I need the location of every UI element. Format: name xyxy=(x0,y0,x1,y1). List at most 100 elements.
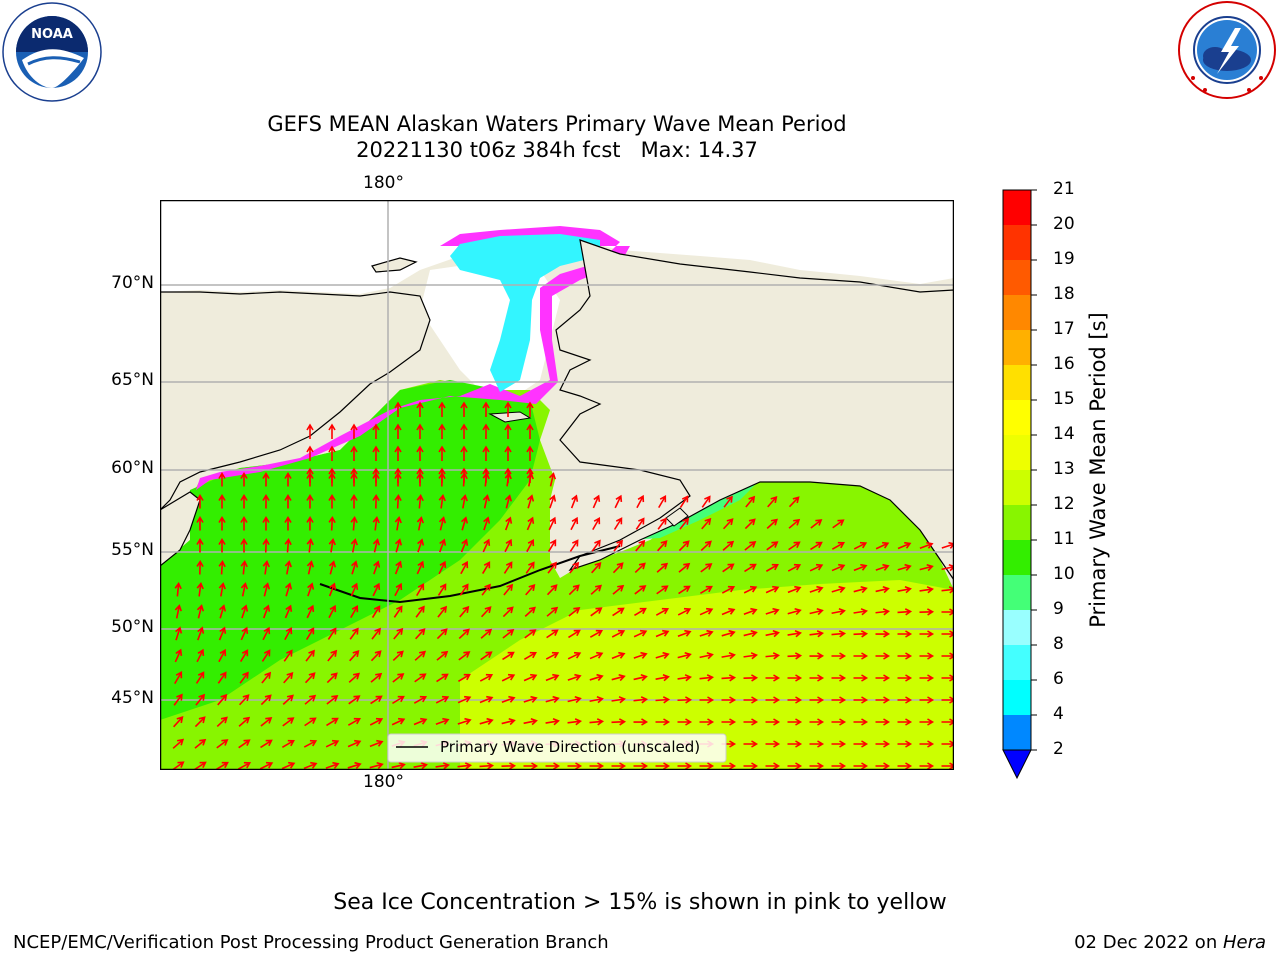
wave-direction-arrow xyxy=(238,716,251,727)
wave-direction-arrow xyxy=(218,471,226,487)
colorbar-tick-label: 20 xyxy=(1053,214,1075,234)
wave-direction-arrow xyxy=(523,695,538,703)
wave-direction-arrow xyxy=(526,467,534,483)
wave-direction-arrow xyxy=(853,718,869,726)
wave-direction-arrow xyxy=(196,604,205,619)
wave-direction-arrow xyxy=(347,739,362,748)
wave-direction-arrow xyxy=(634,607,647,617)
wave-direction-arrow xyxy=(809,630,824,638)
wave-direction-arrow xyxy=(195,693,206,706)
wave-direction-arrow xyxy=(502,651,515,661)
wave-direction-arrow xyxy=(175,626,183,641)
wave-direction-arrow xyxy=(524,629,537,639)
wave-direction-arrow xyxy=(527,494,535,509)
lat-label-50: 50°N xyxy=(111,617,154,637)
wave-direction-arrow xyxy=(612,562,624,574)
wave-direction-arrow xyxy=(526,516,535,531)
wave-direction-arrow xyxy=(722,540,735,551)
wave-direction-arrow xyxy=(282,717,295,727)
wave-direction-arrow xyxy=(658,495,667,509)
wave-direction-arrow xyxy=(721,585,736,594)
wave-direction-arrow xyxy=(919,740,935,748)
wave-direction-arrow xyxy=(482,401,490,417)
wave-direction-arrow xyxy=(174,581,182,597)
colorbar-extend-triangle xyxy=(1002,749,1032,780)
wave-direction-arrow xyxy=(437,583,447,596)
wave-direction-arrow xyxy=(590,584,603,595)
wave-direction-arrow xyxy=(372,582,381,597)
wave-direction-arrow xyxy=(416,493,424,509)
wave-direction-arrow xyxy=(766,541,779,551)
wave-direction-arrow xyxy=(875,762,891,770)
wave-direction-arrow xyxy=(655,696,671,704)
wave-direction-arrow xyxy=(460,401,468,417)
long-period-zone xyxy=(460,580,954,770)
wave-direction-arrow xyxy=(875,585,890,594)
wave-direction-arrow xyxy=(460,467,468,483)
colorbar-tick-label: 11 xyxy=(1053,529,1075,549)
wave-direction-arrow xyxy=(460,516,469,531)
wave-direction-arrow xyxy=(677,718,693,726)
wave-direction-arrow xyxy=(678,585,691,595)
wave-direction-arrow xyxy=(589,718,605,726)
wave-direction-arrow xyxy=(438,445,446,461)
wave-direction-arrow xyxy=(569,539,579,552)
wave-direction-arrow xyxy=(262,515,270,531)
wave-direction-arrow xyxy=(328,538,336,553)
wave-direction-arrow xyxy=(897,541,912,550)
wave-direction-arrow xyxy=(372,493,380,509)
wave-direction-arrow xyxy=(611,696,626,704)
wave-direction-arrow xyxy=(284,493,292,509)
wave-direction-arrow xyxy=(743,652,758,660)
wave-direction-arrow xyxy=(325,761,340,769)
wave-direction-arrow xyxy=(611,651,626,660)
wave-direction-arrow xyxy=(438,423,446,439)
wave-direction-arrow xyxy=(328,604,337,619)
wave-direction-arrow xyxy=(743,585,758,594)
colorbar-tick-label: 12 xyxy=(1053,494,1075,514)
wave-direction-arrow xyxy=(525,583,536,596)
wave-direction-arrow xyxy=(261,671,272,684)
wave-direction-arrow xyxy=(218,515,226,531)
wave-direction-arrow xyxy=(545,718,560,726)
wave-direction-arrow xyxy=(501,717,516,726)
wave-direction-arrow xyxy=(371,605,381,618)
wave-direction-arrow xyxy=(636,494,645,509)
wave-direction-arrow xyxy=(721,629,736,638)
wave-direction-arrow xyxy=(372,467,380,483)
wave-direction-arrow xyxy=(656,562,669,573)
wave-direction-arrow xyxy=(326,672,338,684)
footer-left: NCEP/EMC/Verification Post Processing Pr… xyxy=(13,932,609,953)
russia-coast xyxy=(160,291,431,511)
wave-direction-arrow xyxy=(765,607,780,615)
wave-direction-arrow xyxy=(504,538,513,553)
wave-direction-arrow xyxy=(633,696,649,704)
wave-direction-arrow xyxy=(611,762,627,770)
wave-direction-arrow xyxy=(326,717,339,727)
chart-subtitle: 20221130 t06z 384h fcst Max: 14.37 xyxy=(356,138,758,162)
wave-direction-arrow xyxy=(744,540,757,551)
wave-direction-arrow xyxy=(613,517,623,530)
wave-direction-arrow xyxy=(282,694,294,705)
wave-direction-arrow xyxy=(172,761,185,770)
wave-direction-arrow xyxy=(699,696,715,704)
wave-direction-arrow xyxy=(549,494,557,509)
wave-direction-arrow xyxy=(677,651,692,660)
wave-direction-arrow xyxy=(677,674,692,682)
wave-direction-arrow xyxy=(373,560,381,575)
bering-green-zone xyxy=(160,380,540,720)
wave-direction-arrow xyxy=(809,563,824,572)
wave-direction-arrow xyxy=(481,583,491,596)
wave-direction-arrow xyxy=(503,583,514,596)
wave-direction-arrow xyxy=(591,562,602,574)
wave-direction-arrow xyxy=(655,607,670,616)
wave-direction-arrow xyxy=(897,696,913,704)
wave-direction-arrow xyxy=(679,495,689,508)
wave-direction-arrow xyxy=(526,445,534,461)
wave-direction-arrow xyxy=(391,761,406,770)
wave-direction-arrow xyxy=(284,626,293,641)
wave-direction-arrow xyxy=(502,628,515,639)
wave-direction-arrow xyxy=(655,674,670,682)
wave-direction-arrow xyxy=(435,717,450,726)
colorbar-segment xyxy=(1003,400,1031,435)
